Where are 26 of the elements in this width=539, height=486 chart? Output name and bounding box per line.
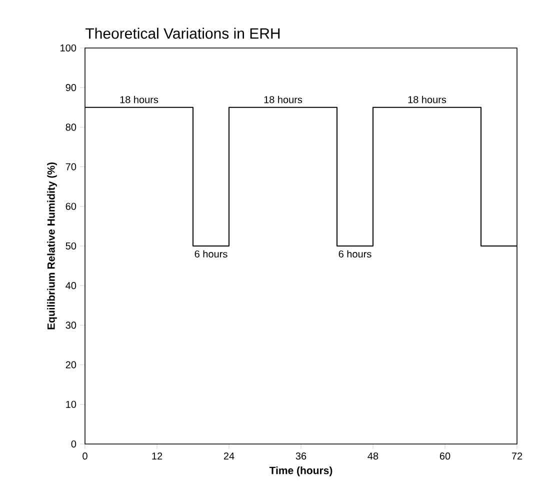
x-tick-label: 48 <box>368 452 378 460</box>
y-tick-label: 60 <box>66 202 76 210</box>
y-axis-title: Equilibrium Relative Humidity (%) <box>47 162 57 330</box>
y-tick-label: 0 <box>71 440 76 448</box>
annotation: 6 hours <box>194 250 228 258</box>
y-tick-label: 70 <box>66 163 76 170</box>
x-tick-label: 0 <box>82 452 88 460</box>
x-tick-label: 36 <box>296 452 306 460</box>
y-tick-label: 40 <box>66 282 76 290</box>
x-axis-title: Time (hours) <box>269 466 332 476</box>
y-tick-label: 50 <box>66 242 76 250</box>
y-tick-label: 30 <box>66 322 76 329</box>
y-tick-label: 10 <box>66 400 76 408</box>
x-tick-label: 72 <box>512 452 522 460</box>
x-tick-label: 60 <box>440 452 450 460</box>
y-tick-label: 20 <box>66 361 76 368</box>
annotation: 6 hours <box>338 250 372 258</box>
y-tick-label: 80 <box>66 124 76 131</box>
chart-title: Theoretical Variations in ERH <box>86 28 280 39</box>
x-tick-label: 12 <box>152 452 162 460</box>
annotation: 18 hours <box>264 96 302 104</box>
y-tick-label: 90 <box>66 84 76 92</box>
annotation: 18 hours <box>408 96 446 104</box>
x-tick-label: 24 <box>224 452 234 460</box>
y-tick-label: 100 <box>60 44 76 52</box>
annotation: 18 hours <box>120 96 158 104</box>
